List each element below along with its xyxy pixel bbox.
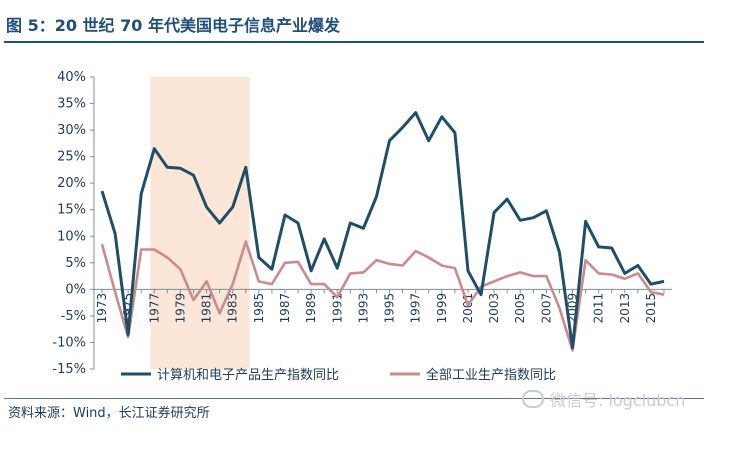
- x-tick-label: 1993: [356, 293, 370, 324]
- legend: 计算机和电子产品生产指数同比 全部工业生产指数同比: [121, 367, 556, 383]
- y-tick-label: -15%: [52, 362, 86, 377]
- series-line: [100, 240, 665, 352]
- legend-label: 计算机和电子产品生产指数同比: [157, 368, 339, 383]
- x-tick-label: 1987: [278, 293, 292, 324]
- legend-label: 全部工业生产指数同比: [426, 367, 556, 383]
- highlight-band: [150, 77, 250, 369]
- x-tick-label: 1997: [409, 293, 423, 324]
- x-tick-label: 1999: [435, 293, 449, 324]
- x-tick-label: 2011: [592, 293, 606, 324]
- x-tick-label: 1979: [173, 293, 187, 324]
- y-tick-label: 25%: [57, 150, 86, 165]
- x-tick-label: 2003: [487, 293, 501, 324]
- series-layer: [100, 111, 665, 352]
- x-tick-label: 2013: [618, 293, 632, 324]
- axis-layer: -15% -10% -5% 0% 5% 10% 15% 20% 25% 30% 35% 40% 1973…: [52, 70, 672, 377]
- y-tick-label: 20%: [57, 176, 86, 191]
- x-tick-label: 2005: [513, 293, 527, 324]
- x-tick-label: 1973: [95, 293, 109, 324]
- y-tick-label: 5%: [65, 256, 86, 271]
- x-tick-label: 1995: [383, 293, 397, 324]
- x-tick-label: 2015: [644, 293, 658, 324]
- y-tick-label: 10%: [57, 229, 86, 244]
- source-note: 资料来源：Wind，长江证券研究所: [8, 406, 210, 421]
- x-tick-label: 1985: [252, 293, 266, 324]
- x-tick-label: 1991: [330, 293, 344, 324]
- x-tick-label: 1977: [147, 293, 161, 324]
- y-tick-label: 30%: [57, 123, 86, 138]
- figure-title: 图 5：20 世纪 70 年代美国电子信息产业爆发: [6, 16, 340, 35]
- title-divider: [4, 41, 704, 43]
- y-tick-label: -5%: [61, 309, 86, 324]
- watermark-text: 微信号: logclubcn: [550, 391, 686, 410]
- x-tick-label: 2007: [539, 293, 553, 324]
- y-tick-label: -10%: [52, 335, 86, 350]
- y-tick-label: 0%: [65, 282, 86, 297]
- source-divider: [4, 398, 704, 399]
- x-tick-label: 1983: [226, 293, 240, 324]
- highlight-layer: [150, 77, 250, 369]
- wechat-icon: [522, 390, 544, 408]
- x-tick-label: 1981: [200, 293, 214, 324]
- y-tick-label: 40%: [57, 70, 86, 85]
- y-tick-label: 15%: [57, 203, 86, 218]
- y-tick-label: 35%: [57, 97, 86, 112]
- x-tick-label: 1989: [304, 293, 318, 324]
- series-line: [100, 111, 665, 350]
- wechat-watermark: 微信号: logclubcn: [522, 387, 685, 411]
